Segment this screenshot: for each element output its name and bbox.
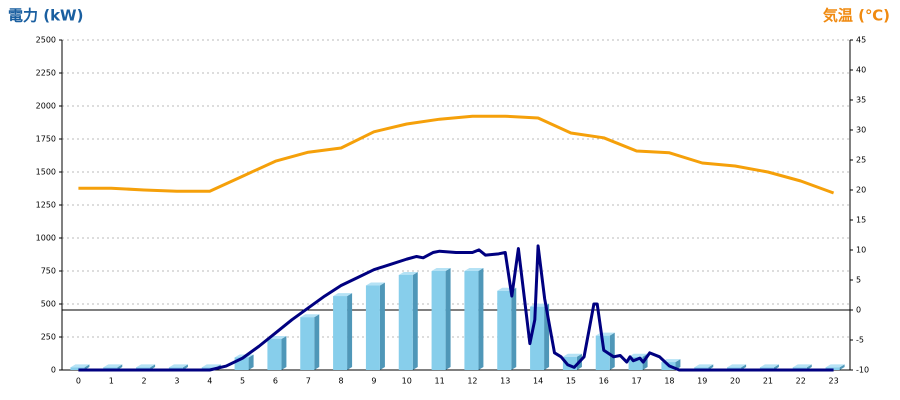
x-tick-label: 22	[796, 377, 806, 386]
y-tick-label: 500	[41, 300, 56, 309]
y-tick-label: 250	[41, 333, 56, 342]
x-tick-label: 10	[402, 377, 412, 386]
y2-tick-label: -10	[856, 366, 869, 375]
bar-side	[839, 364, 845, 370]
x-tick-label: 11	[434, 377, 444, 386]
bar	[70, 367, 85, 370]
bar	[333, 296, 348, 370]
y2-tick-label: 25	[856, 156, 866, 165]
bar	[431, 271, 446, 370]
y2-tick-label: 0	[856, 306, 861, 315]
bar-top	[694, 364, 714, 368]
bar-top	[825, 364, 845, 368]
bar	[398, 274, 413, 370]
x-tick-label: 8	[339, 377, 344, 386]
y2-axis-title: 気温 (℃)	[823, 7, 890, 25]
y-tick-label: 1750	[36, 135, 56, 144]
y2-tick-label: 20	[856, 186, 866, 195]
bar-top	[201, 364, 221, 368]
x-tick-label: 23	[828, 377, 838, 386]
bar-top	[300, 314, 320, 318]
x-tick-label: 1	[109, 377, 114, 386]
x-tick-label: 20	[730, 377, 740, 386]
x-tick-label: 18	[664, 377, 674, 386]
y2-tick-label: 35	[856, 96, 866, 105]
y-tick-label: 0	[51, 366, 56, 375]
y2-tick-label: 45	[856, 36, 866, 45]
bar	[300, 317, 315, 370]
bar-top	[398, 271, 418, 275]
bar-top	[562, 353, 582, 357]
bar-side	[478, 268, 484, 370]
bar-top	[727, 364, 747, 368]
x-tick-label: 9	[371, 377, 376, 386]
bar-top	[365, 282, 385, 286]
bar-side	[347, 293, 353, 370]
y2-tick-label: 10	[856, 246, 866, 255]
bar	[267, 338, 282, 370]
bar-top	[70, 364, 90, 368]
y-tick-label: 2250	[36, 69, 56, 78]
x-tick-label: 7	[306, 377, 311, 386]
x-tick-label: 5	[240, 377, 245, 386]
y2-tick-label: 15	[856, 216, 866, 225]
line	[78, 114, 835, 195]
bar-side	[248, 354, 254, 370]
bar-top	[792, 364, 812, 368]
y-tick-label: 750	[41, 267, 56, 276]
bar-top	[103, 364, 123, 368]
bar-side	[412, 271, 418, 370]
bar-top	[759, 364, 779, 368]
bar-side	[675, 359, 681, 370]
y-axis-title: 電力 (kW)	[8, 7, 83, 25]
bar-side	[281, 335, 287, 370]
x-tick-label: 17	[631, 377, 641, 386]
bar-side	[511, 287, 517, 370]
bar-side	[379, 282, 385, 370]
bar-top	[333, 293, 353, 297]
y-tick-label: 1500	[36, 168, 56, 177]
x-tick-label: 12	[467, 377, 477, 386]
x-tick-label: 3	[174, 377, 179, 386]
bar-top	[431, 268, 451, 271]
y2-tick-label: -5	[856, 336, 864, 345]
x-tick-label: 6	[273, 377, 278, 386]
y2-tick-label: 30	[856, 126, 866, 135]
x-tick-label: 19	[697, 377, 707, 386]
x-tick-label: 13	[500, 377, 510, 386]
bar-top	[168, 364, 188, 368]
bar	[365, 285, 380, 370]
y2-tick-label: 5	[856, 276, 861, 285]
x-tick-label: 16	[599, 377, 609, 386]
bar-side	[314, 314, 320, 370]
x-tick-label: 4	[207, 377, 212, 386]
y-tick-label: 2500	[36, 36, 56, 45]
y-tick-label: 1250	[36, 201, 56, 210]
line	[78, 244, 834, 372]
bar	[595, 335, 610, 370]
bar	[497, 290, 512, 370]
bar-top	[628, 353, 648, 357]
bar-side	[609, 332, 615, 370]
bar-top	[136, 364, 156, 368]
x-tick-label: 14	[533, 377, 543, 386]
bar-side	[445, 268, 451, 370]
x-tick-label: 15	[566, 377, 576, 386]
x-tick-label: 0	[76, 377, 81, 386]
bar	[464, 271, 479, 370]
y2-tick-label: 40	[856, 66, 866, 75]
x-tick-label: 2	[142, 377, 147, 386]
x-tick-label: 21	[763, 377, 773, 386]
y-tick-label: 1000	[36, 234, 56, 243]
bar-top	[464, 268, 484, 271]
y-tick-label: 2000	[36, 102, 56, 111]
